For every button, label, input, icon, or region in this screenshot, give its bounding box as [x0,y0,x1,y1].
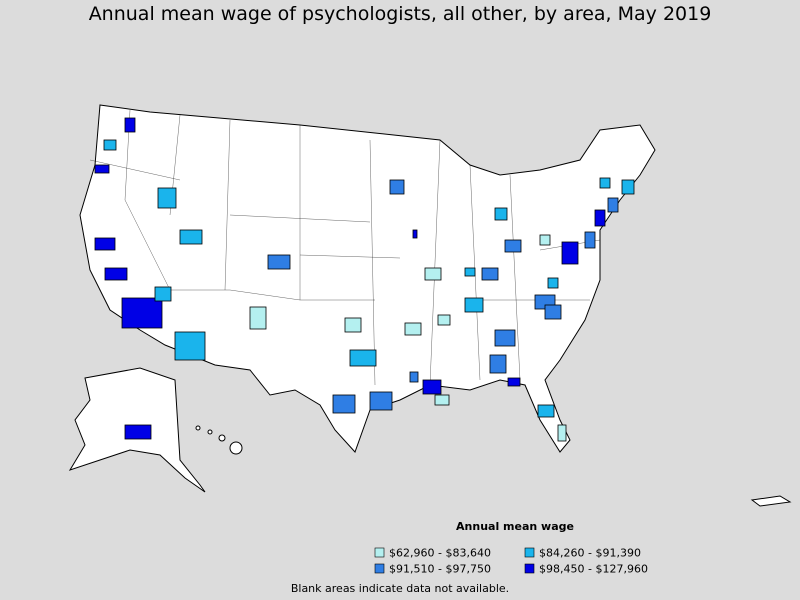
metro-area [557,424,567,442]
legend-label: $91,510 - $97,750 [389,563,491,576]
footnote: Blank areas indicate data not available. [291,582,509,595]
legend-label: $84,260 - $91,390 [539,547,641,560]
metro-area [507,377,521,387]
hawaii [195,425,243,455]
metro-area [249,306,267,330]
puerto-rico [750,495,792,507]
metro-area [267,254,291,270]
metro-area [594,209,606,227]
metro-area [422,379,442,395]
legend-label: $98,450 - $127,960 [539,563,648,576]
metro-area [409,371,419,383]
metro-area [464,297,484,313]
metro-area [121,297,163,329]
legend-title: Annual mean wage [456,520,574,533]
map-title: Annual mean wage of psychologists, all o… [89,3,712,25]
metro-area [389,179,405,195]
legend-swatch [524,547,535,558]
legend-swatch [524,563,535,574]
metro-area [124,117,136,133]
metro-area [464,267,476,277]
metro-area [544,304,562,320]
metro-area [104,267,128,281]
metro-area [494,207,508,221]
metro-area [621,179,635,195]
metro-area [344,317,362,333]
metro-area [404,322,422,336]
metro-area [332,394,356,414]
metro-area [504,239,522,253]
legend-swatch [374,547,385,558]
metro-area [434,394,450,406]
metro-area [437,314,451,326]
metro-area [547,277,559,289]
metro-area [494,329,516,347]
metro-area [369,391,393,411]
metro-area [94,237,116,251]
metro-area [607,197,619,213]
metro-area [94,164,110,174]
metro-area [424,267,442,281]
metro-area [174,331,206,361]
contiguous-us [79,104,656,453]
metro-area [481,267,499,281]
metro-areas [94,117,635,442]
metro-area [584,231,596,249]
metro-area [124,424,152,440]
metro-area [561,241,579,265]
legend: $62,960 - $83,640 $84,260 - $91,390 $91,51… [374,547,648,576]
metro-area [537,404,555,418]
metro-area [539,234,551,246]
metro-area [412,229,418,239]
legend-swatch [374,563,385,574]
legend-label: $62,960 - $83,640 [389,547,491,560]
metro-area [103,139,117,151]
metro-area [349,349,377,367]
metro-area [489,354,507,374]
metro-area [157,187,177,209]
metro-area [179,229,203,245]
metro-area [599,177,611,189]
metro-area [154,286,172,302]
